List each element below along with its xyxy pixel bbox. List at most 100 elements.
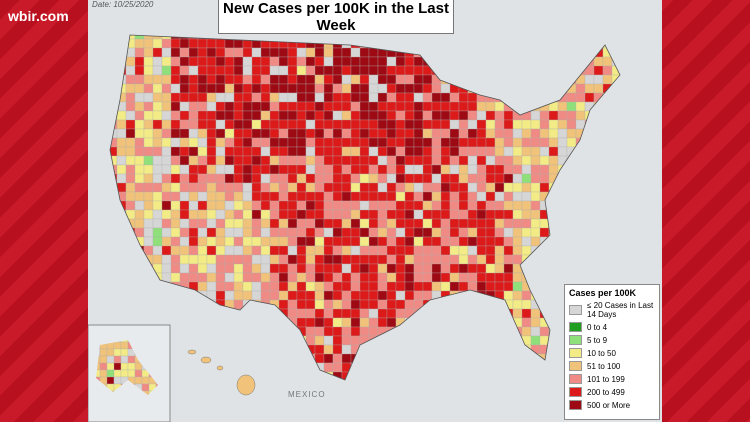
county bbox=[404, 254, 415, 265]
county bbox=[566, 272, 577, 283]
county bbox=[503, 56, 514, 67]
county bbox=[350, 128, 361, 139]
county bbox=[125, 146, 136, 157]
county bbox=[224, 47, 235, 58]
county bbox=[611, 35, 620, 40]
county bbox=[449, 119, 460, 130]
county bbox=[476, 254, 487, 265]
county bbox=[314, 101, 325, 112]
county bbox=[179, 362, 190, 373]
county bbox=[593, 182, 604, 193]
county bbox=[611, 110, 620, 121]
county bbox=[224, 254, 235, 265]
county bbox=[188, 353, 199, 364]
county bbox=[386, 200, 397, 211]
county bbox=[494, 155, 505, 166]
county bbox=[323, 353, 334, 364]
legend-item: 10 to 50 bbox=[569, 348, 655, 358]
county bbox=[296, 299, 307, 310]
county bbox=[611, 218, 620, 229]
county bbox=[197, 254, 208, 265]
county bbox=[548, 119, 559, 130]
county bbox=[350, 155, 361, 166]
county bbox=[530, 173, 541, 184]
county bbox=[467, 371, 478, 380]
county bbox=[206, 119, 217, 130]
county bbox=[521, 299, 532, 310]
county bbox=[188, 128, 199, 139]
county bbox=[170, 110, 181, 121]
county bbox=[206, 128, 217, 139]
county bbox=[224, 263, 235, 274]
county bbox=[404, 56, 415, 67]
county bbox=[110, 146, 118, 157]
county bbox=[113, 376, 122, 385]
county bbox=[296, 317, 307, 328]
county bbox=[206, 35, 217, 40]
county bbox=[287, 47, 298, 58]
county bbox=[413, 290, 424, 301]
county bbox=[512, 353, 523, 364]
county bbox=[458, 299, 469, 310]
county bbox=[557, 218, 568, 229]
county bbox=[179, 353, 190, 364]
county bbox=[521, 245, 532, 256]
county bbox=[422, 119, 433, 130]
county bbox=[251, 317, 262, 328]
county bbox=[404, 173, 415, 184]
county bbox=[431, 119, 442, 130]
county bbox=[233, 227, 244, 238]
county bbox=[188, 101, 199, 112]
county bbox=[557, 182, 568, 193]
county bbox=[287, 281, 298, 292]
county bbox=[566, 38, 577, 49]
county bbox=[503, 74, 514, 85]
county bbox=[530, 308, 541, 319]
county bbox=[395, 209, 406, 220]
county bbox=[296, 137, 307, 148]
county bbox=[233, 191, 244, 202]
county bbox=[161, 218, 172, 229]
county bbox=[314, 119, 325, 130]
county bbox=[305, 299, 316, 310]
county bbox=[341, 326, 352, 337]
county bbox=[611, 164, 620, 175]
county bbox=[359, 137, 370, 148]
county bbox=[251, 290, 262, 301]
county bbox=[621, 75, 630, 84]
county bbox=[206, 74, 217, 85]
county bbox=[224, 65, 235, 76]
county bbox=[485, 137, 496, 148]
county bbox=[413, 335, 424, 346]
county bbox=[359, 155, 370, 166]
county bbox=[494, 245, 505, 256]
county bbox=[287, 236, 298, 247]
legend-swatch bbox=[569, 361, 582, 371]
legend-swatch bbox=[569, 400, 582, 410]
county bbox=[386, 353, 397, 364]
county bbox=[539, 47, 550, 58]
county bbox=[341, 101, 352, 112]
county bbox=[314, 110, 325, 121]
county bbox=[476, 245, 487, 256]
county bbox=[467, 335, 478, 346]
county bbox=[359, 164, 370, 175]
county bbox=[458, 35, 469, 40]
county bbox=[215, 335, 226, 346]
county bbox=[161, 290, 172, 301]
county bbox=[314, 371, 325, 380]
county bbox=[143, 290, 154, 301]
county bbox=[467, 362, 478, 373]
county bbox=[225, 381, 234, 390]
county bbox=[621, 264, 630, 273]
legend-label: 5 to 9 bbox=[587, 335, 608, 345]
county bbox=[530, 281, 541, 292]
county bbox=[557, 83, 568, 94]
county bbox=[161, 56, 172, 67]
county bbox=[377, 308, 388, 319]
county bbox=[386, 101, 397, 112]
county bbox=[413, 38, 424, 49]
county bbox=[260, 263, 271, 274]
county bbox=[233, 245, 244, 256]
county bbox=[125, 35, 136, 40]
